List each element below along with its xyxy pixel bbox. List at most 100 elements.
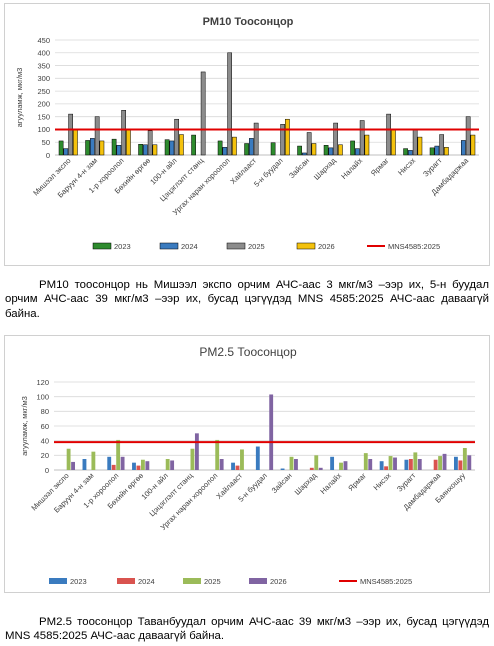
bar-2025 <box>359 120 365 156</box>
category-label: Налайх <box>339 156 364 181</box>
bar-2025 <box>174 118 179 156</box>
pm25-description: PM2.5 тоосонцор Таванбуудал орчим АЧС-аа… <box>5 616 489 643</box>
bar-2023 <box>191 134 196 156</box>
bar-2024 <box>116 145 122 156</box>
bar-2025 <box>190 448 195 470</box>
bar-2025 <box>121 110 126 156</box>
y-tick-label: 20 <box>41 451 49 460</box>
legend-label: 2024 <box>138 577 155 586</box>
bar-2026 <box>152 144 158 156</box>
bar-2025 <box>66 448 71 470</box>
bar-2023 <box>107 456 112 470</box>
bar-2025 <box>465 116 471 156</box>
bar-2024 <box>408 459 413 470</box>
bar-2023 <box>297 145 302 156</box>
bar-2025 <box>438 456 443 470</box>
bar-2025 <box>140 459 145 470</box>
pm10-chart-svg: PM10 Тоосонцор 0 50 100 150 200 250 300 350 400 45… <box>15 16 479 251</box>
bar-2023 <box>231 462 235 470</box>
bar-2025 <box>240 449 244 470</box>
bar-2025 <box>165 459 170 470</box>
bar-2026 <box>294 459 298 470</box>
pm25-chart-svg: PM2.5 Тоосонцор 0 20 40 60 80 100 120 агууламж, … <box>20 345 475 586</box>
bar-2025 <box>333 122 338 156</box>
legend-label: 2023 <box>114 242 131 251</box>
bar-2025 <box>200 71 206 156</box>
chart-title: PM2.5 Тоосонцор <box>199 345 297 359</box>
category-label: Зурагт <box>421 156 444 179</box>
bar-2023 <box>255 446 260 470</box>
bar-2024 <box>309 467 314 470</box>
bar-2026 <box>338 144 343 156</box>
bar-2025 <box>215 439 220 470</box>
bar-2023 <box>164 139 170 156</box>
bar-2026 <box>194 433 199 470</box>
bar-2024 <box>461 140 466 156</box>
bar-2023 <box>111 138 117 156</box>
bar-2026 <box>170 460 175 470</box>
bar-2023 <box>350 140 355 156</box>
bar-2024 <box>355 148 360 156</box>
bar-2026 <box>120 456 125 470</box>
y-tick-label: 0 <box>46 151 50 160</box>
y-tick-label: 400 <box>37 49 50 58</box>
bar-2026 <box>343 461 348 470</box>
bar-2024 <box>433 459 438 470</box>
bar-2026 <box>99 140 105 156</box>
bar-2023 <box>429 147 435 156</box>
category-label: Зайсан <box>287 156 311 180</box>
legend-label: MNS4585:2025 <box>388 242 440 251</box>
pm25-chart: PM2.5 Тоосонцор 0 20 40 60 80 100 120 агууламж, … <box>4 335 490 593</box>
bar-2024 <box>90 138 95 156</box>
bar-2025 <box>363 453 368 470</box>
bar-2026 <box>391 129 396 156</box>
y-tick-label: 450 <box>37 36 50 45</box>
bar-2024 <box>249 138 254 156</box>
pm10-description: PM10 тоосонцор нь Мишээл экспо орчим АЧС… <box>5 279 489 320</box>
bar-2024 <box>143 144 148 156</box>
bar-2025 <box>227 52 232 156</box>
y-tick-label: 150 <box>37 112 50 121</box>
bar-2024 <box>111 464 116 470</box>
category-label: Зайсан <box>270 471 294 495</box>
bar-2024 <box>302 152 307 156</box>
bar-2026 <box>145 461 150 470</box>
bar-2024 <box>169 140 175 156</box>
legend-label: MNS4585:2025 <box>360 577 412 586</box>
bar-2025 <box>68 113 73 156</box>
bar-2026 <box>269 394 274 470</box>
y-tick-label: 80 <box>41 407 49 416</box>
bar-2023 <box>403 148 408 156</box>
bar-2024 <box>136 465 141 470</box>
legend-swatch-2023 <box>49 578 67 584</box>
y-tick-label: 40 <box>41 436 49 445</box>
bar-2026 <box>232 136 237 156</box>
bar-2025 <box>147 130 153 156</box>
bar-2026 <box>285 118 290 156</box>
y-tick-label: 60 <box>41 422 49 431</box>
legend-swatch-2023 <box>92 242 112 250</box>
y-tick-label: 250 <box>37 87 50 96</box>
bar-2026 <box>444 147 449 156</box>
bar-2026 <box>73 129 78 156</box>
legend-swatch-2024 <box>159 242 179 250</box>
bar-2026 <box>442 453 447 470</box>
legend-label: 2025 <box>248 242 265 251</box>
bar-2026 <box>126 129 131 156</box>
bar-2026 <box>417 459 422 470</box>
category-label: Шархад <box>293 471 319 497</box>
bar-2023 <box>454 456 458 470</box>
category-label: Шархад <box>312 156 338 182</box>
bar-2024 <box>63 148 69 156</box>
bar-2025 <box>388 456 393 470</box>
bar-2023 <box>244 143 249 156</box>
legend-label: 2026 <box>318 242 335 251</box>
bar-2024 <box>328 147 334 156</box>
bar-2023 <box>132 462 136 470</box>
legend-swatch-2026 <box>296 242 316 250</box>
y-tick-label: 300 <box>37 74 50 83</box>
legend-swatch-2026 <box>249 578 267 584</box>
bar-2025 <box>413 452 418 470</box>
category-label: Цэцэглэлт станц <box>147 471 195 519</box>
bar-2025 <box>439 134 444 156</box>
